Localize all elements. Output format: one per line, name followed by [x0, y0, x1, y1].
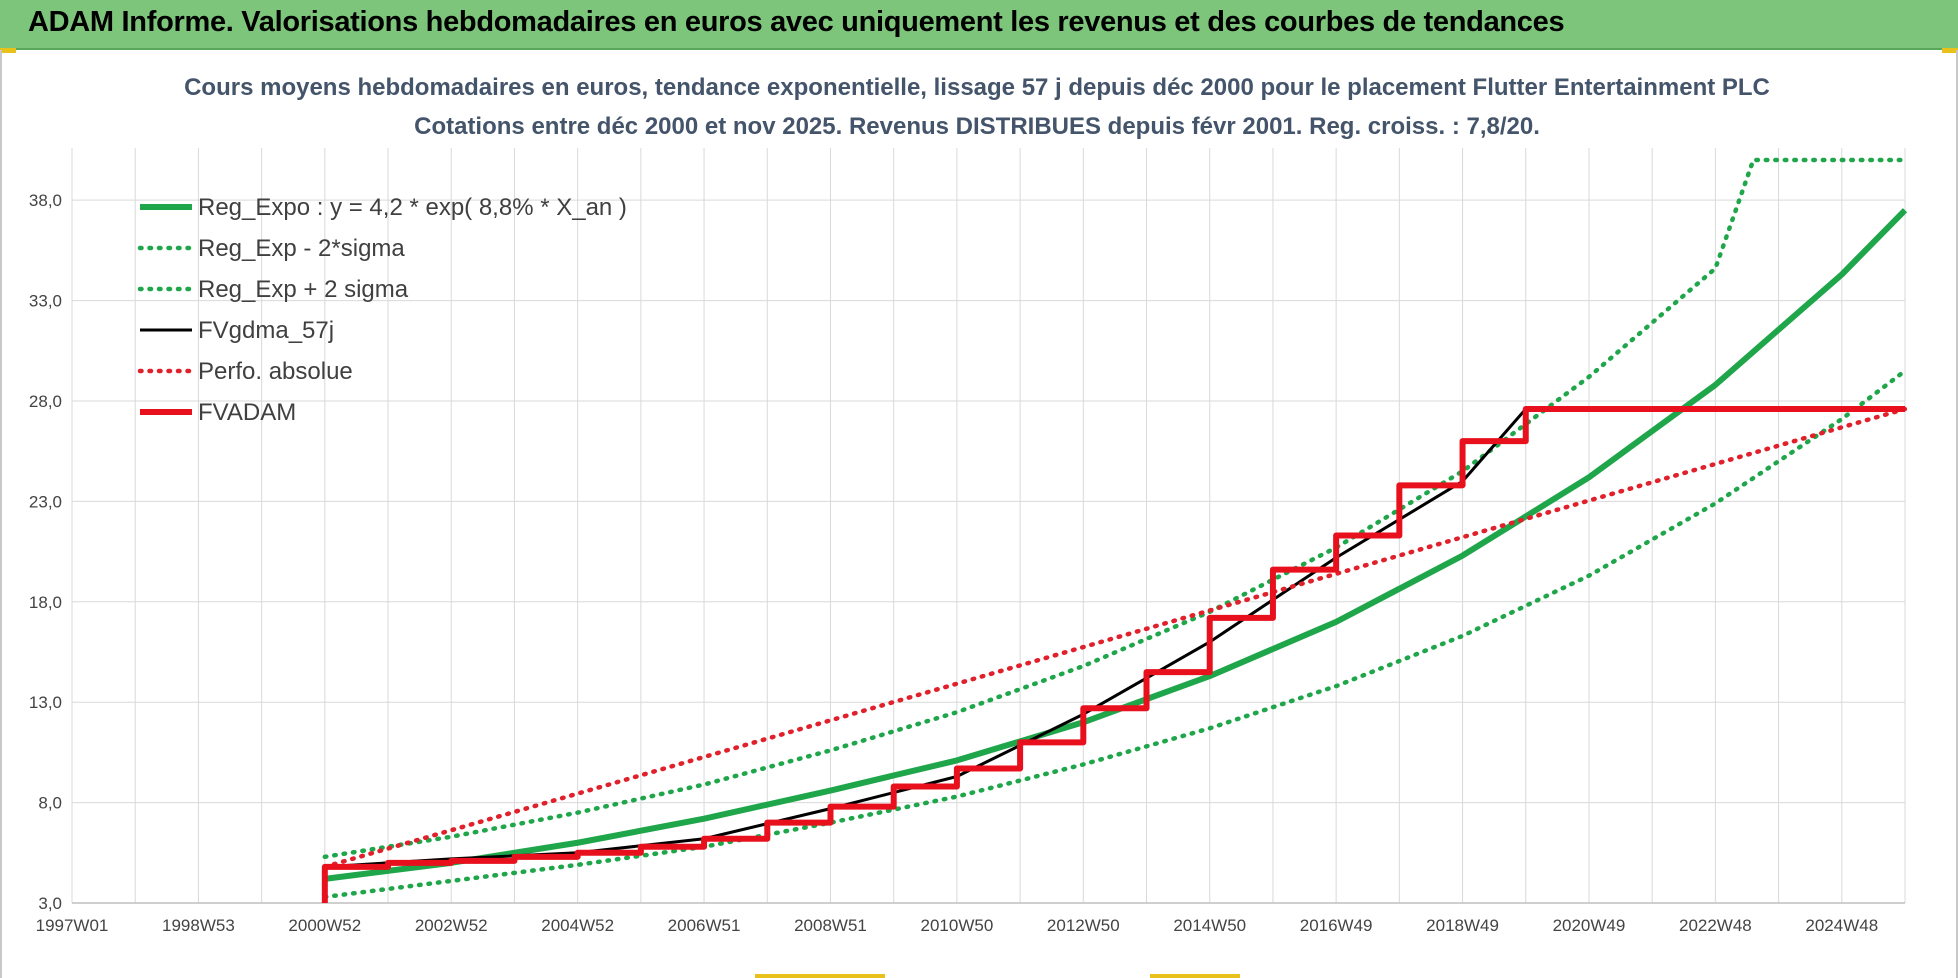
grid: [71, 148, 1906, 904]
legend-label: Reg_Exp + 2 sigma: [198, 276, 409, 303]
y-tick-label: 18,0: [29, 593, 62, 612]
legend-label: Reg_Expo : y = 4,2 * exp( 8,8% * X_an ): [198, 194, 627, 221]
x-tick-label: 2002W52: [415, 916, 488, 935]
series-line-1: [322, 368, 1908, 900]
axes: 3,0 8,0 13,0 18,0 23,0 28,0 33,0 38,0 1997W01 199…: [29, 191, 1905, 935]
x-tick-label: 1997W01: [36, 916, 109, 935]
x-tick-label: 2016W49: [1300, 916, 1373, 935]
chart-title: Cours moyens hebdomadaires en euros, ten…: [184, 74, 1770, 101]
x-tick-label: 2014W50: [1173, 916, 1246, 935]
corner-mark-left: [0, 48, 16, 53]
legend-label: FVADAM: [198, 399, 296, 426]
x-tick-label: 2006W51: [668, 916, 741, 935]
chart-subtitle: Cotations entre déc 2000 et nov 2025. Re…: [414, 113, 1540, 140]
header-bar: ADAM Informe. Valorisations hebdomadaire…: [0, 0, 1958, 50]
legend-label: Perfo. absolue: [198, 358, 353, 385]
chart: Cours moyens hebdomadaires en euros, ten…: [29, 74, 1908, 935]
y-tick-label: 28,0: [29, 392, 62, 411]
legend-label: FVgdma_57j: [198, 317, 334, 344]
page-title: ADAM Informe. Valorisations hebdomadaire…: [28, 6, 1565, 38]
x-tick-label: 2008W51: [794, 916, 867, 935]
x-tick-label: 2012W50: [1047, 916, 1120, 935]
footer-mark-1: [755, 974, 885, 978]
corner-mark-right: [1942, 48, 1958, 53]
y-tick-label: 33,0: [29, 292, 62, 311]
y-tick-label: 38,0: [29, 191, 62, 210]
chart-frame: Cours moyens hebdomadaires en euros, ten…: [0, 50, 1958, 978]
y-tick-label: 3,0: [38, 894, 62, 913]
x-tick-label: 2020W49: [1553, 916, 1626, 935]
y-tick-label: 23,0: [29, 492, 62, 511]
series-line-5: [321, 406, 1905, 903]
series-line-4: [322, 406, 1908, 870]
y-tick-label: 8,0: [38, 794, 62, 813]
legend: Reg_Expo : y = 4,2 * exp( 8,8% * X_an ) R…: [137, 194, 627, 426]
x-tick-label: 2000W52: [288, 916, 361, 935]
legend-label: Reg_Exp - 2*sigma: [198, 235, 405, 262]
x-tick-label: 2022W48: [1679, 916, 1752, 935]
footer-mark-2: [1150, 974, 1240, 978]
x-tick-label: 1998W53: [162, 916, 235, 935]
x-tick-label: 2010W50: [921, 916, 994, 935]
series: [321, 157, 1908, 903]
x-tick-label: 2018W49: [1426, 916, 1499, 935]
y-tick-label: 13,0: [29, 693, 62, 712]
x-tick-label: 2024W48: [1805, 916, 1878, 935]
x-tick-label: 2004W52: [541, 916, 614, 935]
series-line-2: [322, 157, 1908, 860]
